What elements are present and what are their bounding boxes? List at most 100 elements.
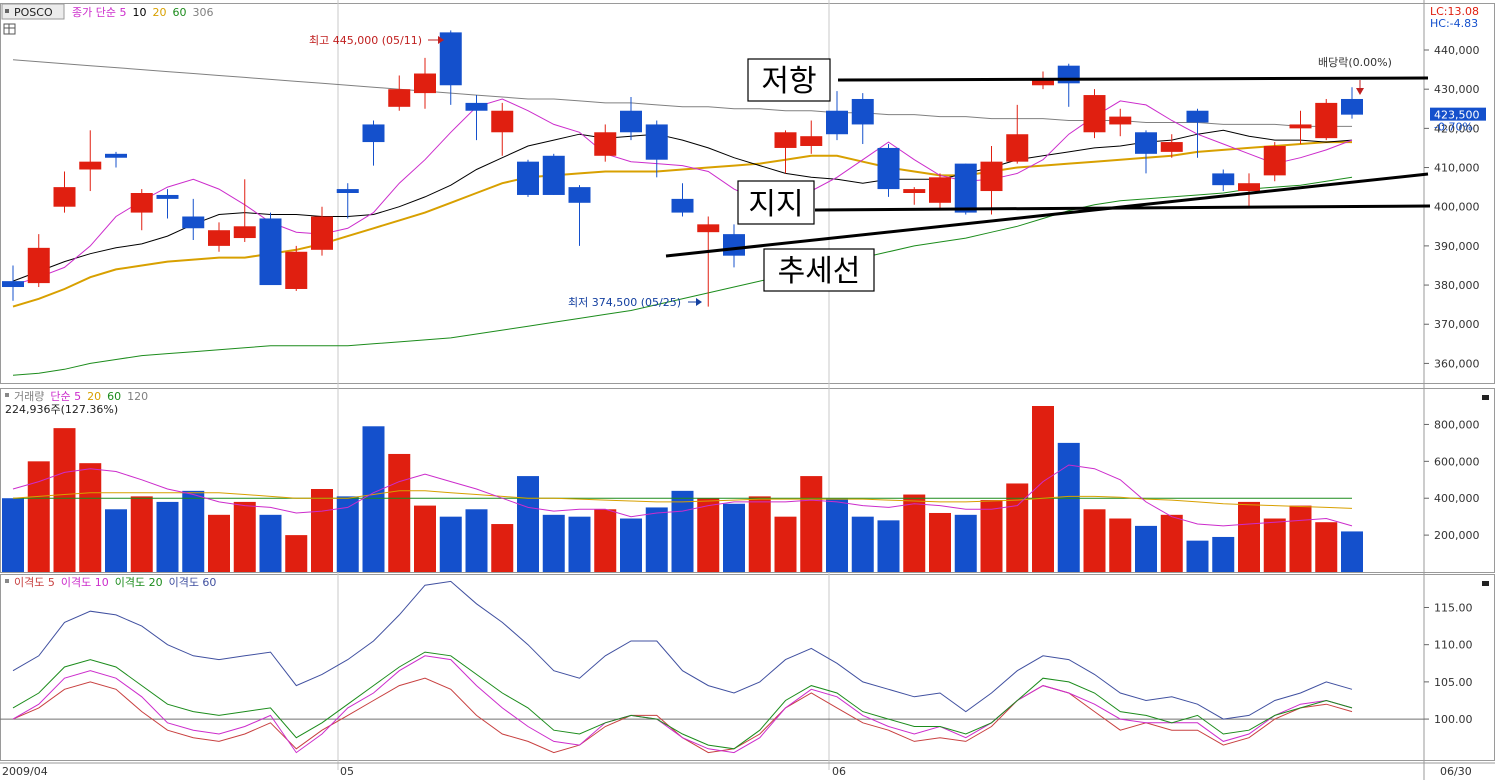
trend-line[interactable] bbox=[665, 172, 1429, 258]
volume-bar[interactable] bbox=[491, 524, 514, 572]
volume-bar[interactable] bbox=[311, 489, 333, 572]
volume-bar[interactable] bbox=[980, 500, 1003, 572]
candle-body[interactable] bbox=[954, 163, 977, 213]
candle-body[interactable] bbox=[1315, 102, 1338, 139]
volume-bar[interactable] bbox=[1057, 442, 1080, 572]
candle-body[interactable] bbox=[1160, 142, 1183, 152]
volume-bar[interactable] bbox=[285, 535, 308, 572]
candle-body[interactable] bbox=[1109, 116, 1132, 125]
volume-bar[interactable] bbox=[1315, 522, 1338, 572]
volume-bar[interactable] bbox=[851, 516, 874, 572]
candle-body[interactable] bbox=[1006, 134, 1029, 162]
volume-bar[interactable] bbox=[27, 461, 50, 572]
candle-body[interactable] bbox=[929, 177, 951, 203]
volume-bar[interactable] bbox=[182, 490, 205, 572]
volume-bar[interactable] bbox=[53, 428, 76, 572]
volume-bar[interactable] bbox=[954, 514, 977, 572]
candle-body[interactable] bbox=[1238, 183, 1260, 192]
volume-bar[interactable] bbox=[336, 496, 359, 572]
volume-bar[interactable] bbox=[645, 507, 668, 572]
volume-bar[interactable] bbox=[903, 494, 926, 572]
volume-bar[interactable] bbox=[1289, 505, 1312, 572]
candle-body[interactable] bbox=[851, 98, 874, 125]
volume-bar[interactable] bbox=[439, 516, 462, 572]
volume-bar[interactable] bbox=[723, 503, 745, 572]
panel-close-icon[interactable] bbox=[1482, 395, 1489, 400]
volume-bar[interactable] bbox=[620, 518, 642, 572]
candle-body[interactable] bbox=[980, 161, 1003, 192]
volume-bar[interactable] bbox=[79, 463, 102, 572]
candle-body[interactable] bbox=[877, 147, 900, 190]
volume-bar[interactable] bbox=[1238, 501, 1260, 572]
volume-bar[interactable] bbox=[800, 476, 823, 572]
candle-body[interactable] bbox=[336, 189, 359, 193]
volume-bar[interactable] bbox=[1032, 406, 1054, 572]
candle-body[interactable] bbox=[362, 124, 385, 143]
candle-body[interactable] bbox=[182, 216, 205, 229]
candle-body[interactable] bbox=[568, 187, 591, 203]
candle-body[interactable] bbox=[79, 161, 102, 170]
volume-bar[interactable] bbox=[1186, 540, 1209, 572]
candle-body[interactable] bbox=[285, 251, 308, 289]
volume-bar[interactable] bbox=[1109, 518, 1132, 572]
volume-bar[interactable] bbox=[1212, 536, 1235, 572]
candle-body[interactable] bbox=[233, 226, 256, 239]
volume-bar[interactable] bbox=[1135, 525, 1157, 572]
volume-bar[interactable] bbox=[517, 476, 539, 572]
volume-bar[interactable] bbox=[542, 514, 565, 572]
volume-bar[interactable] bbox=[465, 509, 488, 572]
candle-body[interactable] bbox=[542, 155, 565, 195]
symbol-box[interactable] bbox=[1, 3, 65, 20]
volume-bar[interactable] bbox=[929, 512, 951, 572]
volume-bar[interactable] bbox=[1341, 531, 1363, 572]
volume-bar[interactable] bbox=[671, 490, 694, 572]
volume-bar[interactable] bbox=[233, 501, 256, 572]
volume-bar[interactable] bbox=[697, 498, 720, 572]
candle-body[interactable] bbox=[130, 193, 153, 213]
candle-body[interactable] bbox=[1263, 145, 1286, 176]
candle-body[interactable] bbox=[826, 110, 848, 135]
volume-bar[interactable] bbox=[1083, 509, 1106, 572]
candle-body[interactable] bbox=[439, 32, 462, 86]
candle-body[interactable] bbox=[645, 124, 668, 160]
volume-bar[interactable] bbox=[208, 514, 230, 572]
volume-bar[interactable] bbox=[259, 514, 282, 572]
candle-body[interactable] bbox=[311, 216, 333, 250]
volume-bar[interactable] bbox=[414, 505, 436, 572]
candle-body[interactable] bbox=[53, 187, 76, 207]
volume-bar[interactable] bbox=[362, 426, 385, 572]
candle-body[interactable] bbox=[465, 102, 488, 111]
candle-body[interactable] bbox=[27, 247, 50, 284]
candle-body[interactable] bbox=[697, 224, 720, 233]
candle-body[interactable] bbox=[156, 194, 179, 199]
candle-body[interactable] bbox=[105, 153, 127, 158]
candle-body[interactable] bbox=[517, 161, 539, 195]
candle-body[interactable] bbox=[671, 198, 694, 213]
candle-body[interactable] bbox=[1135, 132, 1157, 154]
volume-bar[interactable] bbox=[594, 509, 617, 572]
volume-bar[interactable] bbox=[774, 516, 797, 572]
panel-close-icon[interactable] bbox=[1482, 581, 1489, 586]
volume-bar[interactable] bbox=[105, 509, 127, 572]
candle-body[interactable] bbox=[1212, 173, 1235, 186]
volume-bar[interactable] bbox=[388, 453, 411, 572]
volume-bar[interactable] bbox=[1160, 514, 1183, 572]
volume-bar[interactable] bbox=[156, 501, 179, 572]
candle-body[interactable] bbox=[1083, 95, 1106, 133]
candle-body[interactable] bbox=[774, 132, 797, 148]
candle-body[interactable] bbox=[1032, 79, 1054, 86]
volume-bar[interactable] bbox=[130, 496, 153, 572]
candle-body[interactable] bbox=[1341, 98, 1363, 115]
volume-bar[interactable] bbox=[1263, 518, 1286, 572]
resistance-line[interactable] bbox=[837, 76, 1429, 82]
candle-body[interactable] bbox=[1186, 110, 1209, 123]
candle-body[interactable] bbox=[594, 132, 617, 156]
candle-body[interactable] bbox=[903, 189, 926, 193]
candle-body[interactable] bbox=[620, 110, 642, 133]
candle-body[interactable] bbox=[723, 234, 745, 256]
candle-body[interactable] bbox=[208, 230, 230, 246]
volume-bar[interactable] bbox=[826, 498, 848, 572]
volume-bar[interactable] bbox=[1006, 483, 1029, 572]
